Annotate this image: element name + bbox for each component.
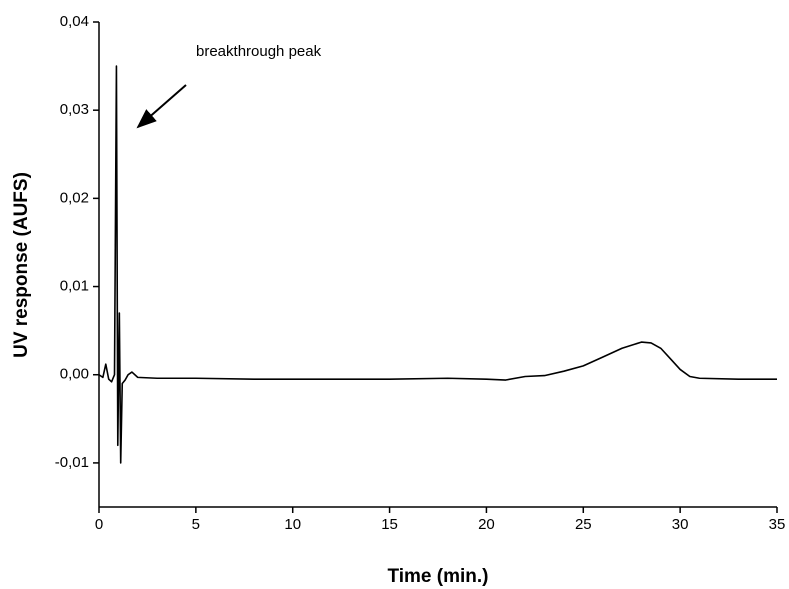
annotation: breakthrough peak — [196, 43, 322, 60]
x-tick-label: 10 — [284, 516, 301, 533]
x-tick-label: 30 — [672, 516, 689, 533]
x-tick-label: 25 — [575, 516, 592, 533]
y-axis-title: UV response (AUFS) — [11, 172, 32, 358]
y-tick-label: -0,01 — [55, 454, 89, 471]
y-tick-label: 0,03 — [60, 101, 89, 118]
y-tick-label: 0,04 — [60, 13, 89, 30]
x-tick-label: 35 — [769, 516, 786, 533]
x-tick-label: 5 — [192, 516, 200, 533]
y-tick-label: 0,02 — [60, 189, 89, 206]
y-tick-label: 0,01 — [60, 278, 89, 295]
x-tick-label: 20 — [478, 516, 495, 533]
y-tick-label: 0,00 — [60, 366, 89, 383]
x-tick-label: 0 — [95, 516, 103, 533]
annotation-arrow — [136, 84, 187, 129]
data-line — [98, 65, 777, 464]
x-tick-label: 15 — [381, 516, 398, 533]
x-axis-title: Time (min.) — [388, 566, 489, 587]
